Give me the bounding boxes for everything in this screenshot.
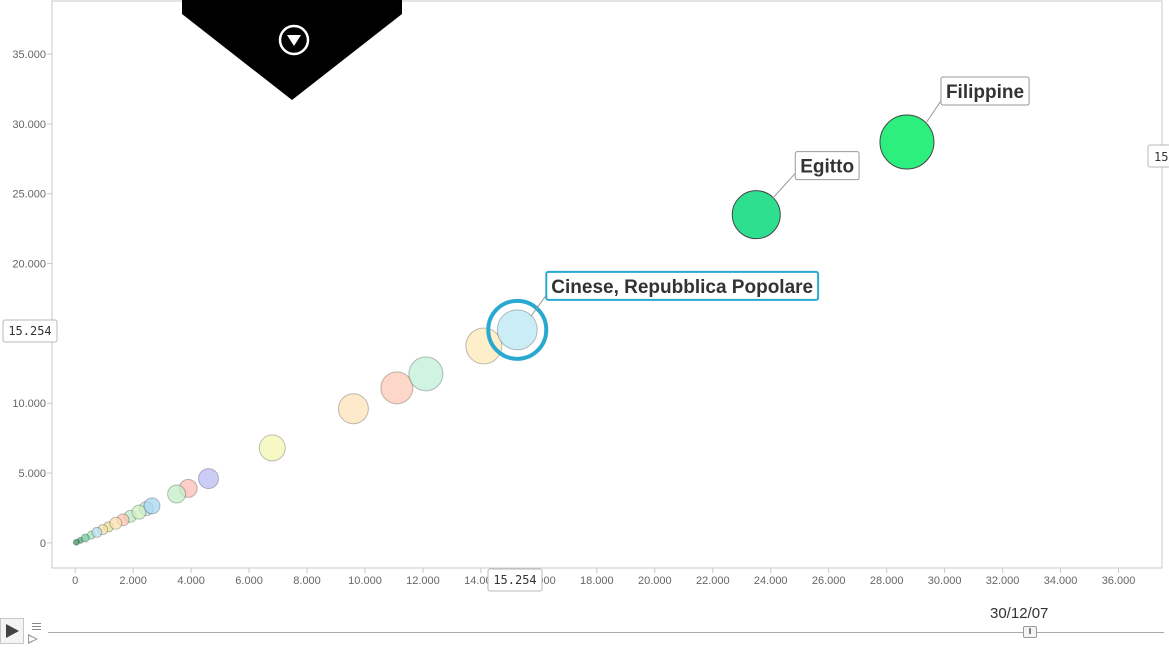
y-readout: 15.254 [2,319,58,343]
y-tick-label: 35.000 [12,49,46,61]
y-tick-label: 20.000 [12,259,46,271]
bubble-label: Filippine [925,76,1030,124]
collapse-icon[interactable] [278,24,310,56]
play-button[interactable] [0,618,24,644]
bubble[interactable] [258,434,286,462]
bubble[interactable] [143,497,161,515]
y-tick-label: 0 [40,538,46,550]
play-icon [6,624,19,638]
bubbles[interactable] [72,114,935,546]
y-axis-ticks: 05.00010.00015.00020.00025.00030.00035.0… [12,49,52,550]
bubble-label: Egitto [772,151,860,199]
x-tick-label: 4.000 [177,575,205,587]
settings-button[interactable] [26,620,44,646]
y-tick-label: 5.000 [18,468,46,480]
selected-ring [486,298,549,361]
bubble-label: Cinese, Repubblica Popolare [530,270,820,317]
x-tick-label: 6.000 [235,575,263,587]
x-tick-label: 12.000 [406,575,440,587]
timeline-handle[interactable]: ‖ [1023,626,1038,638]
x-tick-label: 2.000 [119,575,147,587]
x-tick-label: 20.000 [638,575,672,587]
bubble-filippine[interactable] [879,114,935,170]
bubble-label-text: Egitto [800,157,854,178]
y-tick-label: 30.000 [12,119,46,131]
x-tick-label: 10.000 [348,575,382,587]
bubble[interactable] [408,356,444,392]
bubble-labels: Filippine Egitto Cinese, Repubblica Popola… [530,76,1030,317]
x-tick-label: 18.000 [580,575,614,587]
x-tick-label: 34.000 [1044,575,1078,587]
x-tick-label: 32.000 [986,575,1020,587]
right-readout-value: 15 [1154,150,1168,164]
bubble-egitto[interactable] [731,190,781,240]
bubble-cinese-repubblica-popolare[interactable] [496,309,538,351]
x-tick-label: 30.000 [928,575,962,587]
bubble[interactable] [80,533,90,543]
bubble[interactable] [91,526,103,538]
bubble[interactable] [167,484,187,504]
y-tick-label: 25.000 [12,189,46,201]
x-tick-label: 8.000 [293,575,321,587]
y-tick-label: 10.000 [12,398,46,410]
x-tick-label: 24.000 [754,575,788,587]
bubble-label-text: Filippine [946,82,1024,103]
x-tick-label: 0 [72,575,78,587]
x-tick-label: 36.000 [1102,575,1136,587]
bubble-chart[interactable]: 0 2.000 4.000 6.000 8.000 10.000 12.000 14.000 1… [0,0,1169,600]
x-tick-label: 28.000 [870,575,904,587]
chevron-down-icon [287,35,301,46]
collapse-tab[interactable] [182,0,402,100]
right-readout: 15 [1147,144,1169,168]
bubble[interactable] [131,504,147,520]
x-readout: 15.254 [487,568,543,592]
bubble[interactable] [380,371,414,405]
timeline-date: 30/12/07 [990,605,1049,622]
x-tick-label: 26.000 [812,575,846,587]
bubble[interactable] [465,327,503,365]
bubble-label-text: Cinese, Repubblica Popolare [551,277,813,298]
bubble[interactable] [72,538,80,546]
x-readout-value: 15.254 [493,573,536,587]
y-readout-value: 15.254 [8,324,51,338]
x-tick-label: 22.000 [696,575,730,587]
timeline-track[interactable] [48,632,1164,633]
overlay [182,0,402,100]
settings-icon [32,623,41,624]
bubble[interactable] [109,516,123,530]
x-axis-ticks: 0 2.000 4.000 6.000 8.000 10.000 12.000 14.000 1… [72,568,1135,587]
bubble[interactable] [198,468,220,490]
bubble[interactable] [337,393,369,425]
